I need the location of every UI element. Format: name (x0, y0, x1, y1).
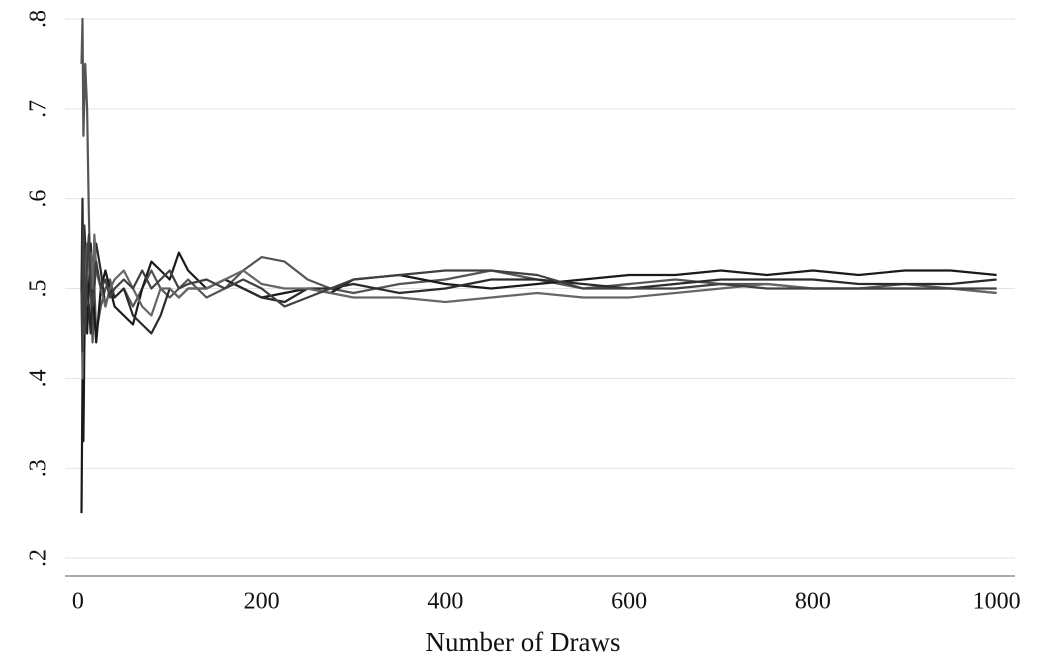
y-tick-label: .4 (26, 369, 52, 387)
x-tick-label: 200 (244, 589, 280, 615)
x-tick-label: 600 (611, 589, 647, 615)
series-line (80, 233, 997, 380)
x-tick-label: 1000 (973, 589, 1021, 615)
x-axis-label: Number of Draws (426, 627, 621, 657)
y-tick-label: .7 (26, 100, 52, 118)
x-tick-label: 800 (795, 589, 831, 615)
y-tick-label: .3 (26, 459, 52, 477)
series-line (80, 224, 997, 353)
x-tick-label: 0 (72, 589, 84, 615)
series-line (80, 197, 997, 335)
y-tick-label: .2 (26, 549, 52, 567)
y-tick-label: .8 (26, 10, 52, 28)
y-tick-label: .6 (26, 190, 52, 208)
y-tick-label: .5 (26, 280, 52, 298)
x-tick-label: 400 (427, 589, 463, 615)
